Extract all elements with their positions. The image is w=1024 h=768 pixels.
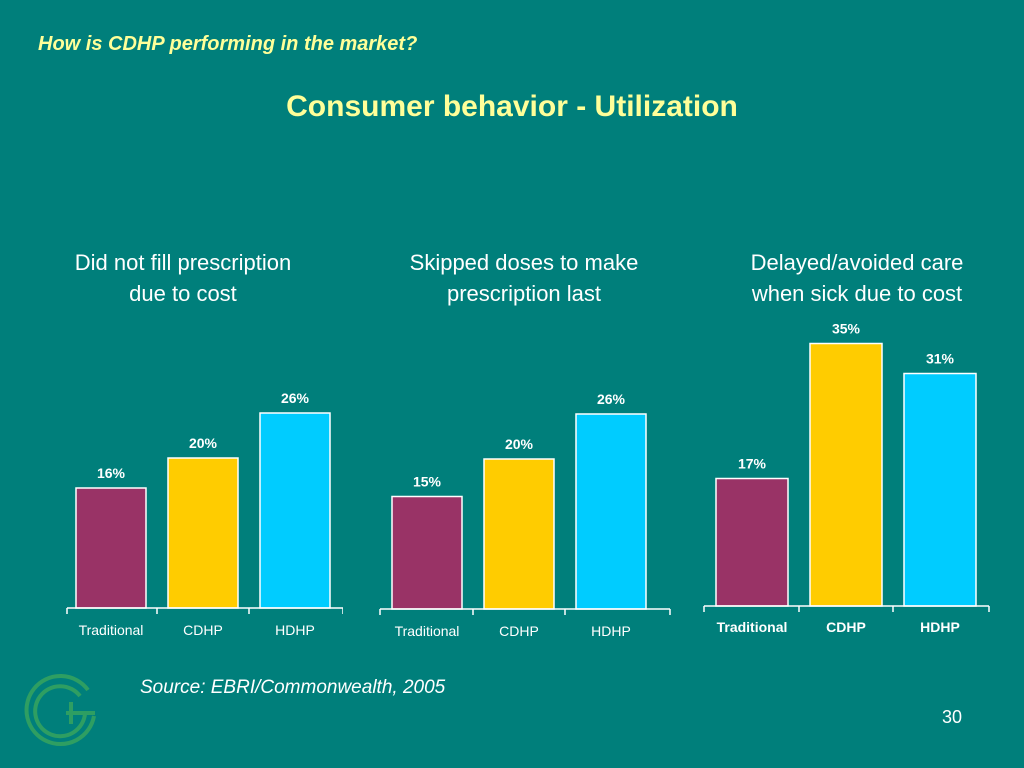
chart-title: Delayed/avoided care when sick due to co… [697, 247, 1017, 309]
data-label-hdhp: 26% [597, 391, 626, 407]
bar-hdhp [903, 372, 977, 607]
data-label-traditional: 16% [97, 465, 126, 481]
chart-title: Did not fill prescription due to cost [23, 247, 343, 309]
data-label-cdhp: 20% [505, 436, 534, 452]
tick-label-cdhp: CDHP [826, 619, 866, 635]
bar-traditional [391, 495, 463, 610]
chart-title-line-2: due to cost [129, 281, 237, 306]
chart-plot: 16% Traditional 20% CDHP 26% HDHP [66, 390, 343, 638]
page-number: 30 [941, 707, 962, 727]
bar-cdhp [167, 457, 239, 609]
tick-label-cdhp: CDHP [183, 622, 223, 638]
data-label-traditional: 17% [738, 456, 767, 472]
data-label-traditional: 15% [413, 474, 442, 490]
tick-label-hdhp: HDHP [920, 619, 960, 635]
bar-cdhp [809, 342, 883, 607]
chart-title-line-1: Did not fill prescription [74, 250, 292, 275]
source-note: Source: EBRI/Commonwealth, 2005 [140, 677, 446, 698]
chart-title-line-2: prescription last [446, 281, 602, 306]
chart-delayed-avoided-care: Delayed/avoided care when sick due to co… [697, 0, 1017, 768]
bar-traditional [75, 487, 147, 609]
chart-plot: 17% Traditional 35% CDHP 31% HDHP [703, 321, 990, 635]
chart-title: Skipped doses to make prescription last [364, 247, 684, 309]
data-label-cdhp: 35% [832, 321, 861, 337]
chart-title-line-1: Skipped doses to make [409, 250, 639, 275]
chart-plot: 15% Traditional 20% CDHP 26% HDHP [379, 391, 671, 639]
chart-did-not-fill-prescription: Did not fill prescription due to cost 16… [23, 0, 343, 768]
slide-kicker: How is CDHP performing in the market? [38, 33, 418, 55]
data-label-hdhp: 31% [926, 351, 955, 367]
tick-label-traditional: Traditional [79, 622, 144, 638]
slide-title: Consumer behavior - Utilization [286, 90, 738, 123]
tick-label-hdhp: HDHP [591, 623, 631, 639]
g-letter-logo-icon [22, 672, 102, 755]
bar-hdhp [259, 412, 331, 609]
chart-skipped-doses: Skipped doses to make prescription last … [364, 0, 684, 768]
tick-label-traditional: Traditional [395, 623, 460, 639]
data-label-hdhp: 26% [281, 390, 310, 406]
bar-cdhp [483, 458, 555, 610]
tick-label-cdhp: CDHP [499, 623, 539, 639]
bar-hdhp [575, 413, 647, 610]
tick-label-traditional: Traditional [717, 619, 788, 635]
tick-label-hdhp: HDHP [275, 622, 315, 638]
chart-title-line-1: Delayed/avoided care [750, 250, 964, 275]
data-label-cdhp: 20% [189, 435, 218, 451]
chart-title-line-2: when sick due to cost [751, 281, 963, 306]
bar-traditional [715, 477, 789, 607]
